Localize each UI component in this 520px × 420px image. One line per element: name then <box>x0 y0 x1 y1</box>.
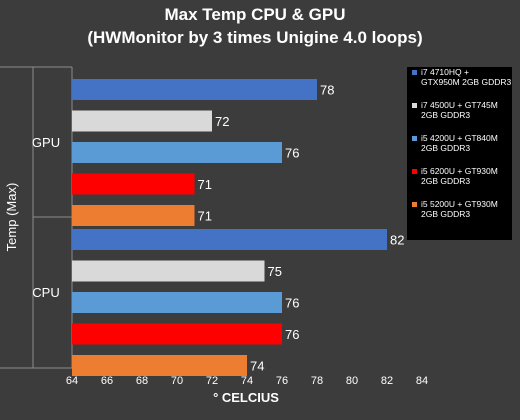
legend-swatch-5 <box>412 202 417 207</box>
bar-value-label: 76 <box>285 327 299 342</box>
legend-swatch-2 <box>412 103 417 108</box>
bar-gpu-series-1 <box>72 79 317 100</box>
bar-value-label: 76 <box>285 146 299 161</box>
bar-value-label: 72 <box>215 114 229 129</box>
bar-cpu-series-1 <box>72 229 387 250</box>
legend-entry-label: i7 4500U + GT745M <box>421 100 498 110</box>
x-tick-label: 82 <box>381 375 393 387</box>
x-tick-label: 74 <box>241 375 253 387</box>
bar-value-label: 71 <box>198 209 212 224</box>
x-tick-labels: 64 66 68 70 72 74 76 78 80 82 84 <box>66 375 428 387</box>
legend-entry-label: i5 6200U + GT930M <box>421 166 498 176</box>
x-tick-label: 78 <box>311 375 323 387</box>
chart-subtitle: (HWMonitor by 3 times Unigine 4.0 loops) <box>87 28 422 47</box>
x-tick-label: 72 <box>206 375 218 387</box>
legend-entry-label: 2GB GDDR3 <box>421 143 470 153</box>
category-label-gpu: GPU <box>32 135 60 150</box>
bar-gpu-series-4 <box>72 173 195 195</box>
x-tick-label: 84 <box>416 375 428 387</box>
x-tick-label: 70 <box>171 375 183 387</box>
bar-series-group: 78 72 76 71 71 82 75 76 76 74 <box>72 79 404 376</box>
x-axis-label: ° CELCIUS <box>213 390 279 405</box>
bar-value-label: 71 <box>198 177 212 192</box>
category-label-cpu: CPU <box>32 285 59 300</box>
y-axis-label: Temp (Max) <box>4 183 19 252</box>
bar-gpu-series-5 <box>72 205 195 226</box>
category-labels: GPU CPU <box>32 135 60 300</box>
chart-title: Max Temp CPU & GPU <box>164 5 345 24</box>
bar-cpu-series-4 <box>72 323 282 345</box>
bar-cpu-series-2 <box>72 260 265 282</box>
x-tick-label: 80 <box>346 375 358 387</box>
legend-swatch-4 <box>412 169 417 174</box>
legend-entry-label: 2GB GDDR3 <box>421 110 470 120</box>
bar-value-label: 78 <box>320 83 334 98</box>
legend-entry-label: GTX950M 2GB GDDR3 <box>421 77 511 87</box>
x-tick-label: 64 <box>66 375 78 387</box>
bar-value-label: 82 <box>390 233 404 248</box>
legend-swatch-1 <box>412 70 417 75</box>
legend-entry-label: i5 5200U + GT930M <box>421 199 498 209</box>
legend-entry-label: 2GB GDDR3 <box>421 209 470 219</box>
legend-entry-label: i7 4710HQ + <box>421 67 469 77</box>
legend-swatch-3 <box>412 136 417 141</box>
bar-cpu-series-3 <box>72 292 282 313</box>
bar-value-label: 75 <box>268 264 282 279</box>
legend-box <box>407 67 512 240</box>
x-tick-label: 66 <box>101 375 113 387</box>
legend-entry-label: 2GB GDDR3 <box>421 176 470 186</box>
bar-gpu-series-3 <box>72 142 282 163</box>
legend: i7 4710HQ +GTX950M 2GB GDDR3 i7 4500U + G… <box>407 67 512 240</box>
x-tick-label: 76 <box>276 375 288 387</box>
legend-entry-label: i5 4200U + GT840M <box>421 133 498 143</box>
bar-cpu-series-5 <box>72 355 247 376</box>
bar-value-label: 74 <box>250 359 264 374</box>
bar-gpu-series-2 <box>72 110 212 132</box>
bar-value-label: 76 <box>285 296 299 311</box>
x-tick-label: 68 <box>136 375 148 387</box>
